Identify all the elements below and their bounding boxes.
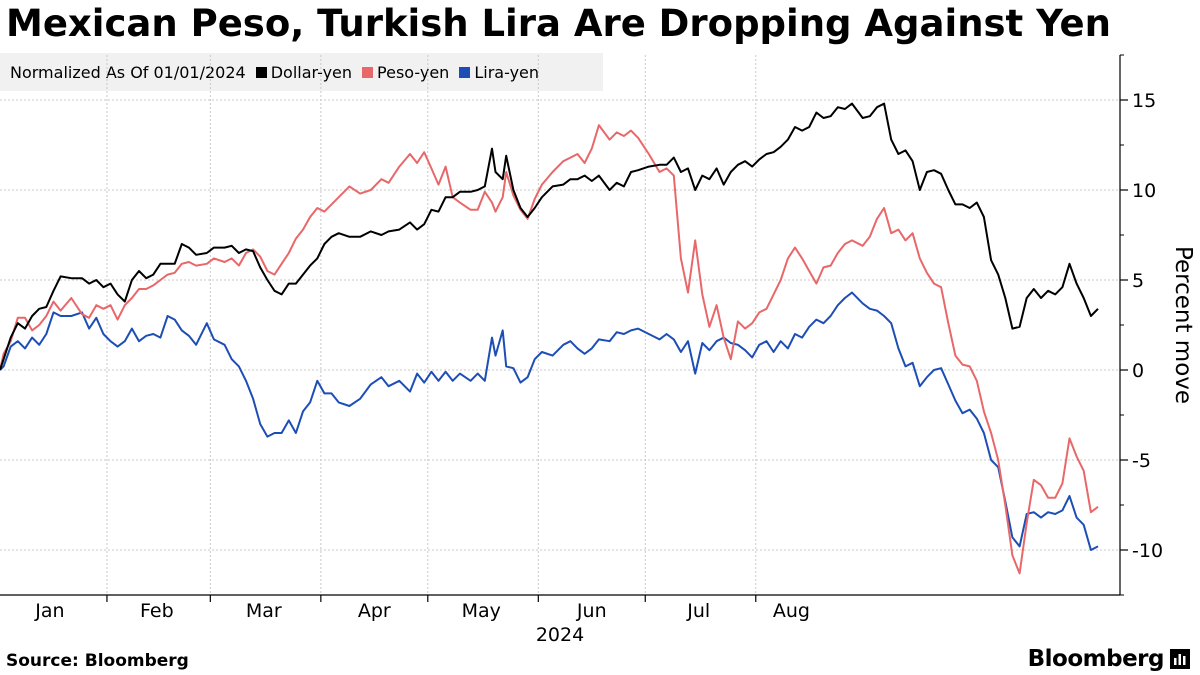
y-ticks: 15 10 5 0 -5 -10: [1120, 54, 1163, 596]
x-tick-label: May: [462, 600, 501, 622]
bloomberg-logo-icon: [1170, 649, 1190, 669]
source-note: Source: Bloomberg: [6, 651, 189, 671]
x-tick-label: Feb: [140, 600, 174, 622]
series-lines: [0, 102, 1099, 575]
brand-name: Bloomberg: [1027, 646, 1165, 672]
x-tick-label: Jun: [576, 600, 607, 622]
legend-swatch-peso-yen: [362, 66, 374, 78]
gridlines: [0, 55, 1120, 595]
legend: Normalized As Of 01/01/2024 Dollar-yen P…: [0, 53, 603, 91]
axes: [0, 55, 1121, 596]
chart-title: Mexican Peso, Turkish Lira Are Dropping …: [6, 2, 1111, 45]
x-tick-label: Apr: [358, 600, 391, 622]
legend-label-dollar-yen: Dollar-yen: [270, 62, 353, 82]
legend-swatch-dollar-yen: [255, 66, 267, 78]
x-tick-label: Jul: [686, 600, 710, 622]
x-tick-label: Aug: [773, 600, 810, 622]
x-tick-label: Jan: [34, 600, 64, 622]
series-line-dollar-yen: [0, 102, 1099, 371]
y-tick-label: -5: [1132, 450, 1151, 472]
series-line-lira-yen: [0, 291, 1099, 551]
legend-label-lira-yen: Lira-yen: [474, 62, 540, 82]
legend-item-lira-yen: Lira-yen: [459, 63, 539, 82]
y-axis-label: Percent move: [1170, 246, 1196, 404]
series-line-peso-yen: [0, 124, 1099, 575]
legend-item-peso-yen: Peso-yen: [362, 63, 449, 82]
brand: Bloomberg: [1028, 646, 1190, 672]
legend-note: Normalized As Of 01/01/2024: [10, 62, 246, 82]
x-ticks: Jan Feb Mar Apr May Jun Jul Aug: [34, 595, 810, 622]
x-tick-label: Mar: [246, 600, 282, 622]
y-tick-label: 15: [1132, 90, 1156, 112]
y-tick-label: 5: [1132, 270, 1144, 292]
x-axis-label: 2024: [536, 624, 584, 646]
legend-item-dollar-yen: Dollar-yen: [255, 62, 353, 82]
y-tick-label: -10: [1132, 540, 1163, 562]
y-tick-label: 10: [1132, 180, 1156, 202]
legend-swatch-lira-yen: [459, 66, 471, 78]
y-tick-label: 0: [1132, 360, 1144, 382]
legend-label-peso-yen: Peso-yen: [377, 62, 450, 82]
